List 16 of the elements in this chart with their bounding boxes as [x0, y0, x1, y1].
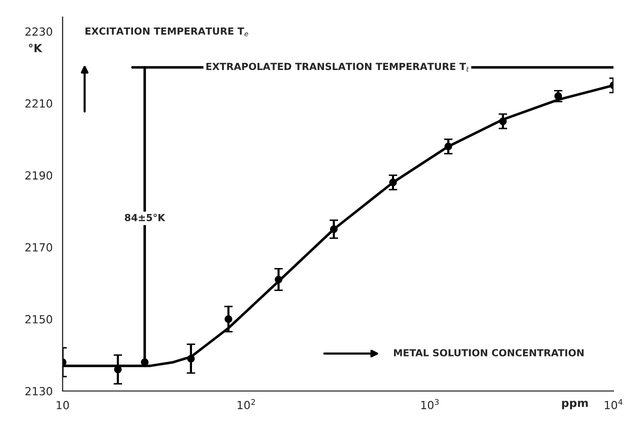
- x-tick-label: 10: [56, 400, 69, 410]
- x-axis-title: ppm: [562, 400, 588, 410]
- x-tick-label: 10$^{2}$: [238, 399, 255, 410]
- y-tick-label: 2130: [25, 386, 52, 396]
- annotation: EXCITATION TEMPERATURE T$_{e}$: [86, 27, 248, 36]
- y-tick-label: 2150: [25, 315, 52, 324]
- annotation: 84±5°K: [124, 214, 166, 222]
- y-tick-label: 2190: [25, 171, 52, 180]
- x-tick-label: 10$^{3}$: [421, 399, 439, 410]
- y-tick-label: 2230: [25, 27, 52, 36]
- x-tick-label: 10$^{4}$: [604, 399, 622, 410]
- y-tick-label: 2170: [25, 243, 52, 252]
- annotation: METAL SOLUTION CONCENTRATION: [394, 349, 584, 356]
- y-tick-label: 2210: [25, 99, 52, 108]
- y-axis-title: °K: [28, 44, 42, 52]
- annotation: EXTRAPOLATED TRANSLATION TEMPERATURE T$_{t}$: [206, 62, 470, 72]
